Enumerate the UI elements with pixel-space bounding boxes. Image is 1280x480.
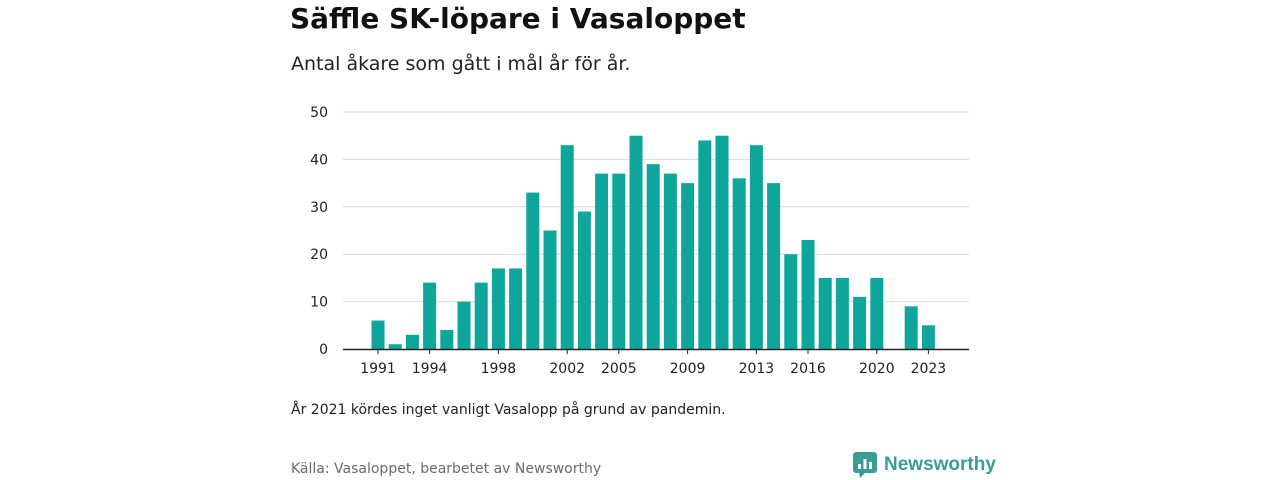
y-tick-label: 50 xyxy=(310,105,328,121)
x-tick-label: 2013 xyxy=(739,361,775,377)
bar-2020 xyxy=(870,277,884,349)
bar-2001 xyxy=(543,230,557,349)
bar-1997 xyxy=(474,282,488,349)
x-tick-label: 2023 xyxy=(911,361,947,377)
bar-2019 xyxy=(853,296,867,349)
y-tick-label: 40 xyxy=(310,152,328,168)
bar-2012 xyxy=(732,178,746,349)
bar-2018 xyxy=(835,277,849,349)
x-tick-label: 2016 xyxy=(790,361,826,377)
bar-1999 xyxy=(509,268,523,349)
bar-2014 xyxy=(767,183,781,349)
bar-1998 xyxy=(491,268,505,349)
bar-1995 xyxy=(440,330,454,349)
bar-1992 xyxy=(388,344,402,349)
bar-2000 xyxy=(526,192,540,349)
chart-note: År 2021 kördes inget vanligt Vasalopp på… xyxy=(291,402,726,418)
bar-1993 xyxy=(405,334,419,349)
x-tick-label: 1991 xyxy=(360,361,396,377)
x-tick-label: 2009 xyxy=(670,361,706,377)
bar-1994 xyxy=(423,282,437,349)
bar-2016 xyxy=(801,239,815,349)
x-tick-label: 2002 xyxy=(549,361,585,377)
bar-2013 xyxy=(749,145,763,349)
x-tick-label: 1998 xyxy=(481,361,517,377)
bar-2002 xyxy=(560,145,574,349)
x-tick-label: 2020 xyxy=(859,361,895,377)
bar-1996 xyxy=(457,301,471,349)
bar-chart: 0 10 20 30 40 50 1991 1994 1998 2002 2005 2009 2013 2… xyxy=(310,105,969,377)
bar-2009 xyxy=(681,183,695,349)
y-tick-label: 20 xyxy=(310,247,328,263)
bar-2003 xyxy=(577,211,591,349)
bar-2017 xyxy=(818,277,832,349)
chart-subtitle: Antal åkare som gått i mål år för år. xyxy=(291,53,631,75)
newsworthy-brand[interactable]: Newsworthy xyxy=(853,452,996,478)
bar-2008 xyxy=(663,173,677,349)
chart-title: Säffle SK-löpare i Vasaloppet xyxy=(290,2,746,35)
x-tick-label: 2005 xyxy=(601,361,637,377)
bar-2015 xyxy=(784,254,798,349)
bar-2011 xyxy=(715,135,729,349)
bar-2010 xyxy=(698,140,712,349)
y-tick-label: 0 xyxy=(319,342,328,358)
bar-2005 xyxy=(612,173,626,349)
bar-2004 xyxy=(595,173,609,349)
y-tick-label: 30 xyxy=(310,200,328,216)
x-tick-label: 1994 xyxy=(412,361,448,377)
bar-2022 xyxy=(904,306,918,349)
y-tick-label: 10 xyxy=(310,295,328,311)
source-credit: Källa: Vasaloppet, bearbetet av Newswort… xyxy=(291,461,602,477)
newsworthy-logo-icon xyxy=(853,452,877,478)
bar-2006 xyxy=(629,135,643,349)
brand-name: Newsworthy xyxy=(884,454,996,475)
bar-2007 xyxy=(646,164,660,349)
bar-1991 xyxy=(371,320,385,349)
bar-2023 xyxy=(921,325,935,349)
